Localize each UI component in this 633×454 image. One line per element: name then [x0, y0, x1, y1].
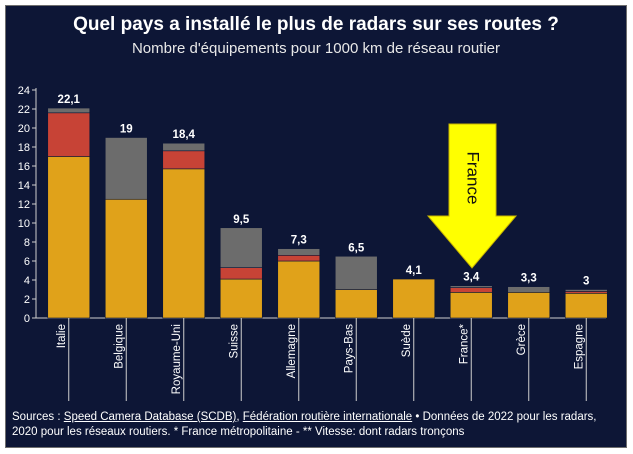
y-tick-label: 14: [18, 180, 30, 192]
y-tick-label: 18: [18, 142, 30, 154]
bar-segment: [47, 107, 91, 114]
y-tick-label: 0: [24, 313, 30, 325]
category-label: Suède: [401, 324, 413, 357]
sources-note: Sources : Speed Camera Database (SCDB), …: [12, 410, 622, 440]
bar-segment: [162, 150, 206, 170]
y-tick-label: 10: [18, 218, 30, 230]
bars: 22,1 Italie 19 Belgique 18,4 Royaume-Uni 9,5 Su…: [47, 94, 608, 401]
category-label: Grèce: [516, 324, 528, 355]
source-link-scdb[interactable]: Speed Camera Database (SCDB): [63, 411, 237, 423]
bar-total-label: 19: [120, 124, 133, 136]
chart-frame: Quel pays a installé le plus de radars s…: [5, 5, 627, 448]
arrow-icon: [426, 123, 518, 269]
y-tick-label: 24: [18, 85, 30, 97]
bar-total-label: 22,1: [58, 94, 81, 106]
category-label: Belgique: [113, 324, 125, 369]
bar-segment: [104, 198, 148, 319]
category-label: Pays-Bas: [343, 324, 355, 373]
sources-prefix: Sources :: [12, 411, 64, 423]
bar-total-label: 4,1: [406, 265, 423, 277]
y-tick-label: 16: [18, 161, 30, 173]
bar-segment: [334, 255, 378, 290]
bar-segment: [277, 260, 321, 319]
bar-segment: [104, 137, 148, 200]
bar-segment: [219, 278, 263, 319]
bar-segment: [564, 292, 608, 319]
bar-segment: [162, 168, 206, 319]
bar-segment: [47, 156, 91, 319]
y-tick-label: 4: [24, 275, 30, 287]
bar-total-label: 9,5: [233, 214, 250, 226]
bar-segment: [47, 112, 91, 157]
bar-total-label: 6,5: [348, 242, 365, 254]
bar-segment: [277, 248, 321, 256]
bar-segment: [277, 255, 321, 262]
bar-total-label: 7,3: [291, 235, 307, 247]
bar-segment: [219, 227, 263, 268]
bar-total-label: 3,3: [521, 273, 537, 285]
y-tick-label: 22: [18, 104, 30, 116]
bar-segment: [449, 285, 493, 288]
y-tick-label: 2: [24, 294, 30, 306]
category-label: Suisse: [228, 324, 240, 359]
y-tick-label: 20: [18, 123, 30, 135]
bar-segment: [449, 292, 493, 319]
category-label: Italie: [56, 324, 68, 348]
source-link-irf[interactable]: Fédération routière internationale: [242, 411, 413, 423]
category-label: Espagne: [573, 324, 585, 369]
bar-segment: [564, 289, 608, 292]
category-label: France*: [458, 323, 470, 364]
france-arrow: France: [426, 123, 518, 269]
chart-subtitle: Nombre d'équipements pour 1000 km de rés…: [131, 40, 501, 57]
bar-segment: [392, 278, 436, 319]
arrow-label: France: [464, 152, 483, 205]
bar-total-label: 18,4: [173, 129, 196, 141]
bar-total-label: 3,4: [463, 272, 480, 284]
bar-segment: [219, 267, 263, 280]
bar-segment: [449, 287, 493, 293]
sources-sep: ,: [236, 411, 243, 423]
bar-segment: [162, 142, 206, 152]
bar-segment: [507, 286, 551, 293]
y-tick-label: 12: [18, 199, 30, 211]
bar-segment: [507, 292, 551, 319]
bar-total-label: 3: [583, 276, 589, 288]
y-tick-label: 8: [24, 237, 30, 249]
chart-title: Quel pays a installé le plus de radars s…: [73, 14, 559, 35]
bar-segment: [334, 289, 378, 319]
category-label: Royaume-Uni: [171, 324, 183, 394]
category-label: Allemagne: [286, 324, 298, 378]
y-tick-label: 6: [24, 256, 30, 268]
sources-rest: • Données de 2022 pour les radars, 2020 …: [12, 411, 597, 438]
